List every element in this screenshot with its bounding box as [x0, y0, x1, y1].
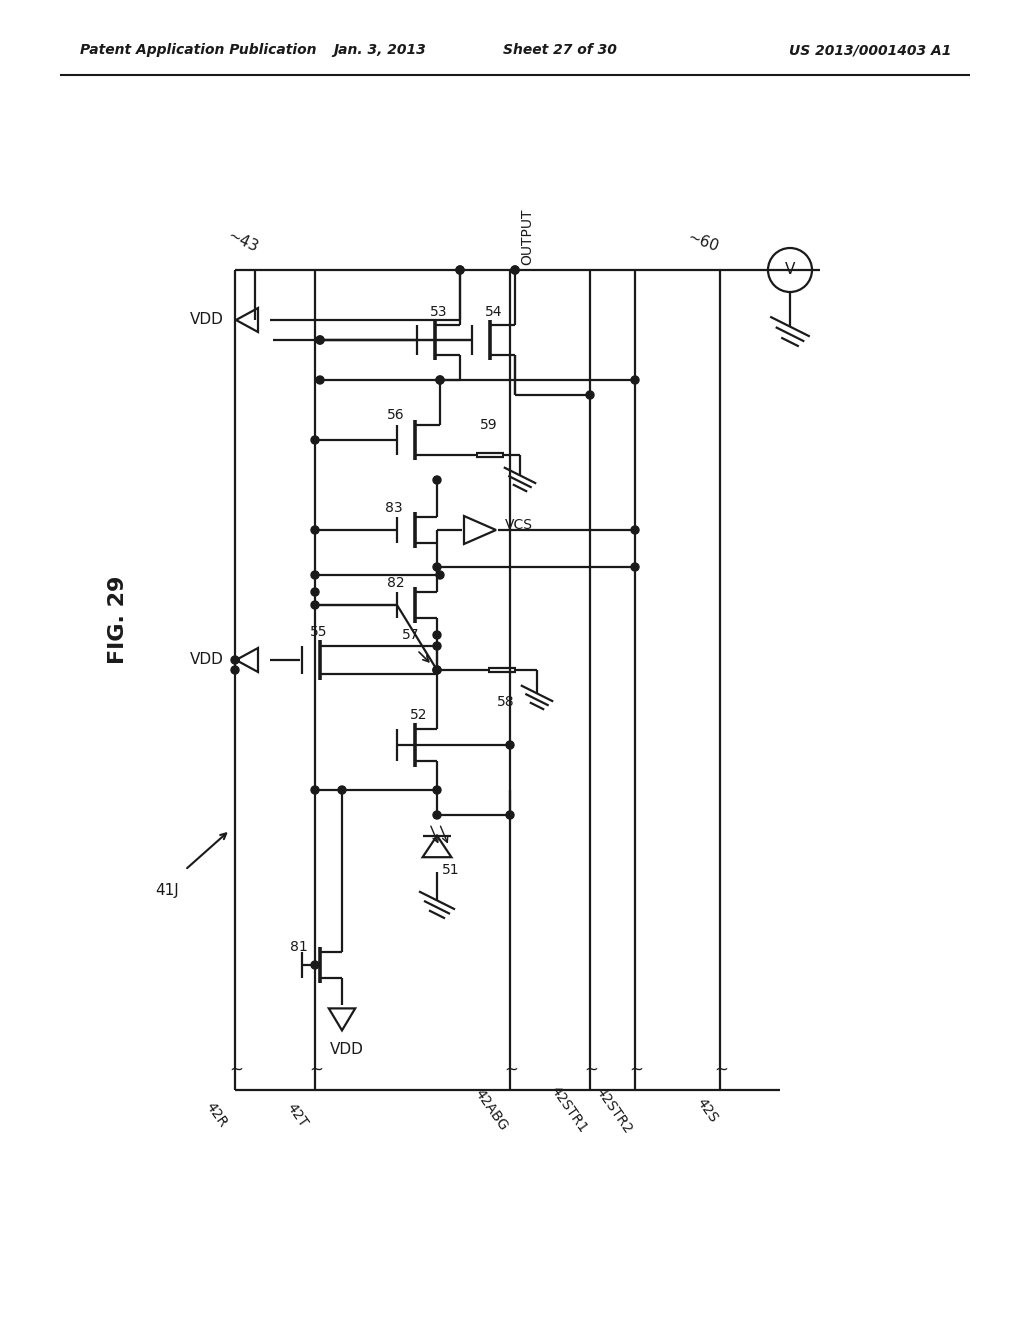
Circle shape: [436, 376, 444, 384]
Text: 58: 58: [497, 696, 515, 709]
Text: ~: ~: [309, 1061, 323, 1078]
Circle shape: [311, 572, 319, 579]
Text: VCS: VCS: [505, 517, 534, 532]
Circle shape: [506, 741, 514, 748]
Circle shape: [586, 391, 594, 399]
Circle shape: [433, 642, 441, 649]
Circle shape: [433, 785, 441, 795]
Circle shape: [338, 785, 346, 795]
Text: OUTPUT: OUTPUT: [520, 209, 534, 265]
Text: 81: 81: [290, 940, 308, 954]
Circle shape: [311, 587, 319, 597]
Circle shape: [316, 337, 324, 345]
Text: 42S: 42S: [693, 1096, 720, 1125]
Circle shape: [433, 810, 441, 818]
Circle shape: [436, 572, 444, 579]
Circle shape: [433, 667, 441, 675]
Text: 53: 53: [430, 305, 447, 319]
Circle shape: [436, 376, 444, 384]
Circle shape: [316, 337, 324, 345]
Text: ~: ~: [629, 1061, 643, 1078]
Text: ~: ~: [584, 1061, 598, 1078]
Circle shape: [511, 267, 519, 275]
Text: ~43: ~43: [225, 228, 260, 256]
Circle shape: [506, 810, 514, 818]
Text: 42T: 42T: [284, 1101, 310, 1130]
Text: Sheet 27 of 30: Sheet 27 of 30: [503, 44, 616, 57]
Circle shape: [311, 436, 319, 444]
Circle shape: [231, 656, 239, 664]
Circle shape: [456, 267, 464, 275]
Text: 54: 54: [485, 305, 503, 319]
Text: 41J: 41J: [155, 883, 179, 898]
Text: 55: 55: [310, 624, 328, 639]
Text: Patent Application Publication: Patent Application Publication: [80, 44, 316, 57]
Text: 42STR2: 42STR2: [593, 1084, 635, 1135]
Circle shape: [433, 667, 441, 675]
Text: 59: 59: [480, 418, 498, 432]
Text: 42R: 42R: [203, 1100, 230, 1130]
Text: ~60: ~60: [685, 230, 720, 255]
Circle shape: [433, 631, 441, 639]
Text: US 2013/0001403 A1: US 2013/0001403 A1: [788, 44, 951, 57]
Text: 57: 57: [402, 628, 420, 642]
Text: 83: 83: [385, 502, 402, 515]
Text: 42STR1: 42STR1: [548, 1084, 590, 1135]
Circle shape: [311, 601, 319, 609]
Text: 51: 51: [442, 863, 460, 876]
Text: VDD: VDD: [190, 313, 224, 327]
Circle shape: [631, 376, 639, 384]
Text: ~: ~: [504, 1061, 518, 1078]
Circle shape: [311, 525, 319, 535]
Text: FIG. 29: FIG. 29: [108, 576, 128, 664]
Circle shape: [631, 564, 639, 572]
Text: 56: 56: [387, 408, 404, 422]
Text: VDD: VDD: [330, 1043, 364, 1057]
Circle shape: [311, 785, 319, 795]
Text: V: V: [784, 263, 796, 277]
Circle shape: [456, 267, 464, 275]
Circle shape: [433, 564, 441, 572]
Text: 82: 82: [387, 576, 404, 590]
Circle shape: [311, 961, 319, 969]
Text: Jan. 3, 2013: Jan. 3, 2013: [334, 44, 426, 57]
Text: 42ABG: 42ABG: [471, 1086, 510, 1134]
Text: ~: ~: [229, 1061, 243, 1078]
Text: ~: ~: [714, 1061, 728, 1078]
Circle shape: [316, 376, 324, 384]
Circle shape: [631, 525, 639, 535]
Circle shape: [433, 477, 441, 484]
Circle shape: [231, 667, 239, 675]
Text: 52: 52: [410, 708, 427, 722]
Text: VDD: VDD: [190, 652, 224, 668]
Circle shape: [511, 267, 519, 275]
